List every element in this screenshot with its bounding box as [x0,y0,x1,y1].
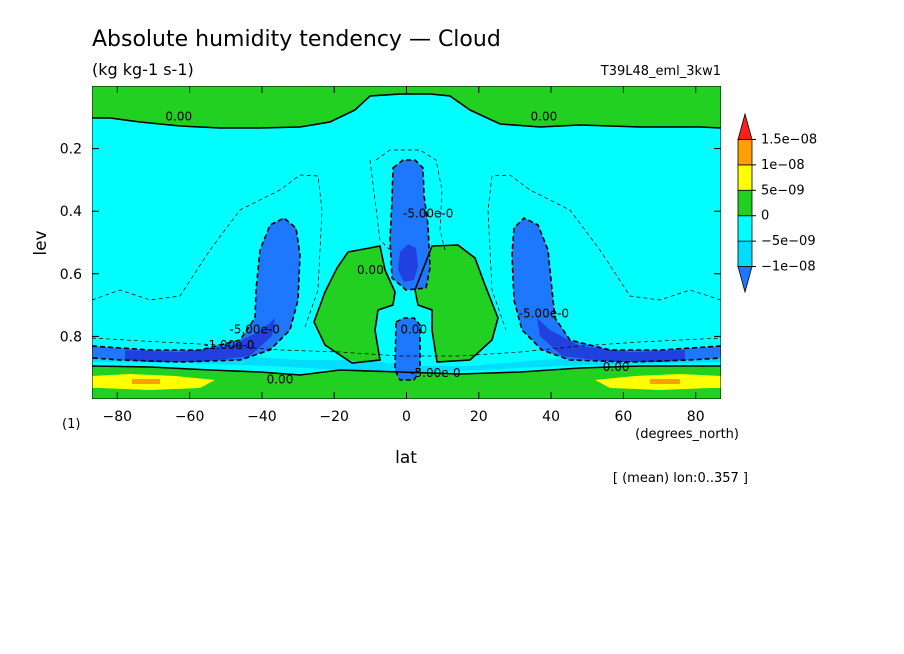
chart-title: Absolute humidity tendency — Cloud [92,27,501,52]
region-central-lower [395,318,420,380]
colorbar-segment [737,189,753,217]
contour-label: -5.00e-0 [519,307,569,321]
x-axis-label: lat [395,448,417,468]
chart-units: (kg kg-1 s-1) [92,60,194,79]
y-axis-ticks: 0.2 0.4 0.6 0.8 [60,142,721,345]
contour-thin-right [487,174,721,331]
contour-label: 0.00 [603,360,630,374]
contour-neg5-center [389,159,431,291]
contour-thin-center [369,149,446,251]
contour-label: -5.00e-0 [229,322,279,336]
colorbar-segment [737,112,753,140]
region-central-core [398,244,418,282]
experiment-label: T39L48_eml_3kw1 [600,64,721,79]
x-tick-label: −60 [175,409,205,425]
contour-neg5-right [511,217,721,363]
colorbar-label: −5e−09 [761,234,816,249]
colorbar-label: 0 [761,209,769,224]
contour-label: 0.00 [531,109,558,123]
region-left-core [125,318,275,362]
x-tick-label: 0 [402,409,411,425]
y-tick-label: 0.8 [60,329,82,345]
x-tick-label: −80 [103,409,133,425]
colorbar-segment [737,266,753,294]
x-tick-label: 40 [542,409,560,425]
contour-label: 0.00 [165,109,192,123]
x-tick-label: −40 [247,409,277,425]
colorbar: −1e−08 −5e−09 0 5e−09 1e−08 1.5e−08 [737,112,817,294]
contour-label: 0.00 [400,322,427,336]
x-tick-label: −20 [319,409,349,425]
contour-neg5-center-lower [394,317,421,381]
region-surface-orange-west [132,379,160,384]
region-right-core [537,318,685,362]
colorbar-segment [737,164,753,191]
colorbar-segment [737,215,753,242]
contour-neg5-left [92,217,301,363]
contour-label: -5.00e-0 [410,366,460,380]
x-tick-label: 80 [687,409,705,425]
y-tick-label: 0.4 [60,204,82,220]
contour-label: 0.00 [357,263,384,277]
region-surface-positive [92,366,721,399]
colorbar-label: 1e−08 [761,158,805,173]
region-top-positive [92,86,721,128]
contour-zero-surface [92,365,721,376]
colorbar-label: −1e−08 [761,260,816,275]
region-surface-negative [92,346,721,372]
x-axis-unit: (degrees_north) [635,427,739,442]
contour-label: -5.00e-0 [403,206,453,220]
region-surface-orange-east [650,379,680,384]
y-axis-label: lev [31,230,51,255]
contour-label: 0.00 [267,372,294,386]
colorbar-label: 1.5e−08 [761,132,817,147]
x-axis-ticks: −80 −60 −40 −20 0 20 40 60 80 [103,86,705,425]
colorbar-segment [737,139,753,166]
footer-note: [ (mean) lon:0..357 ] [613,471,748,486]
y-tick-label: 0.6 [60,267,82,283]
contour-zero-mid-west [313,245,396,364]
contour-thin-surface [92,337,721,357]
contour-zero-mid-east [414,244,499,363]
y-tick-label: 0.2 [60,142,82,158]
colorbar-segment [737,240,753,267]
contour-zero-top [92,93,721,129]
colorbar-label: 5e−09 [761,183,805,198]
y-axis-unit: (1) [62,417,80,432]
contour-thin-left [92,174,323,331]
contour-label: -1.00e-0 [204,338,254,352]
contour-labels: 0.00 0.00 0.00 0.00 0.00 0.00 -5.00e-0 -5.00e-0… [165,109,629,386]
region-mid-positive-east [415,245,498,362]
x-tick-label: 20 [470,409,488,425]
x-tick-label: 60 [614,409,632,425]
plot-area [92,86,721,399]
